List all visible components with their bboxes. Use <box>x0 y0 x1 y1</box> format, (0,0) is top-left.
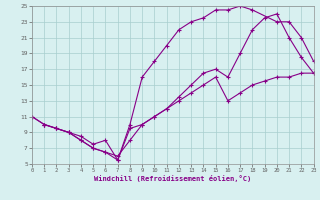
X-axis label: Windchill (Refroidissement éolien,°C): Windchill (Refroidissement éolien,°C) <box>94 175 252 182</box>
